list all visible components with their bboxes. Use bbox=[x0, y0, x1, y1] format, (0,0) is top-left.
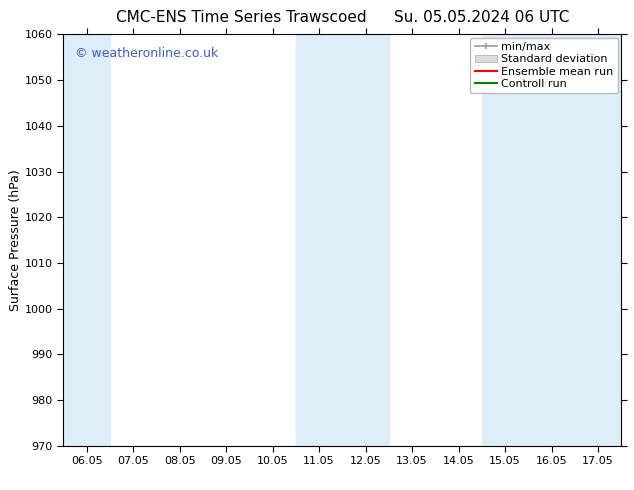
Y-axis label: Surface Pressure (hPa): Surface Pressure (hPa) bbox=[9, 169, 22, 311]
Text: Su. 05.05.2024 06 UTC: Su. 05.05.2024 06 UTC bbox=[394, 10, 569, 25]
Bar bbox=[296, 34, 389, 446]
Bar bbox=[63, 34, 110, 446]
Legend: min/max, Standard deviation, Ensemble mean run, Controll run: min/max, Standard deviation, Ensemble me… bbox=[470, 38, 618, 93]
Text: © weatheronline.co.uk: © weatheronline.co.uk bbox=[75, 47, 218, 60]
Bar bbox=[482, 34, 621, 446]
Text: CMC-ENS Time Series Trawscoed: CMC-ENS Time Series Trawscoed bbox=[115, 10, 366, 25]
